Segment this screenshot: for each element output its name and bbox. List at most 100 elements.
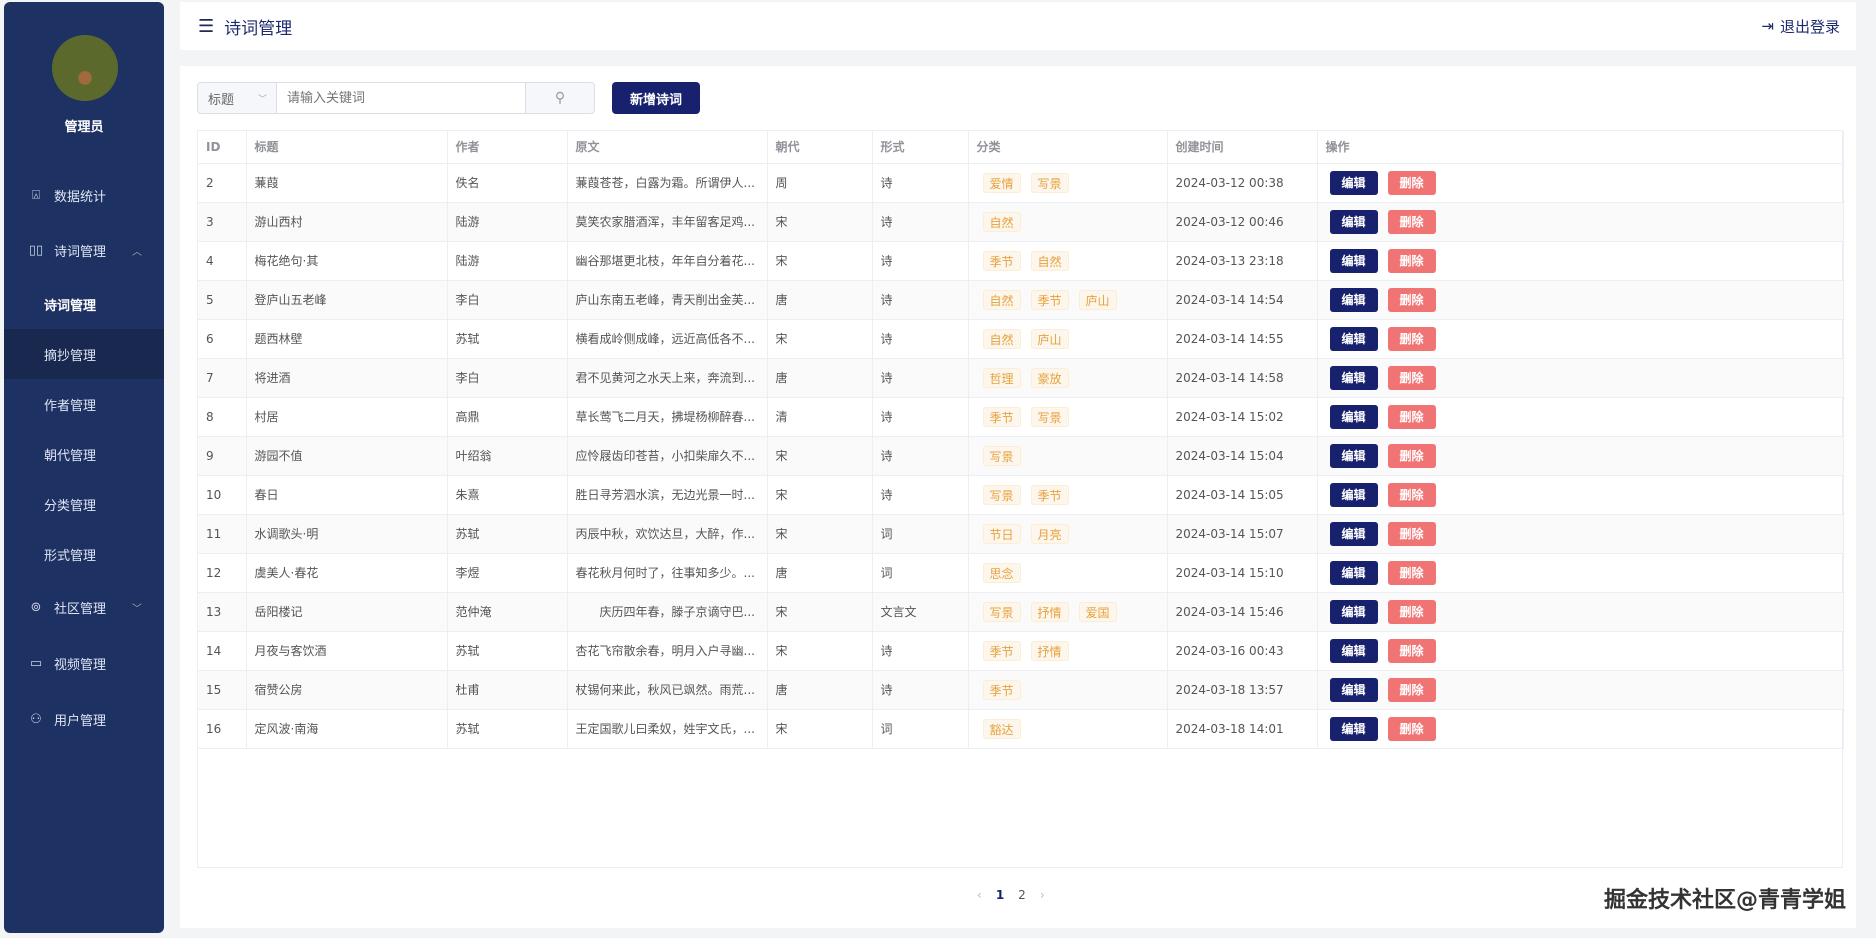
cell-id: 14 xyxy=(198,631,247,671)
edit-button[interactable]: 编辑 xyxy=(1329,482,1378,507)
search-button[interactable]: ⚲ xyxy=(525,82,595,114)
sidebar-item[interactable]: 形式管理 xyxy=(4,529,164,579)
delete-button[interactable]: 删除 xyxy=(1387,521,1436,546)
cell-actions: 编辑 删除 xyxy=(1317,436,1844,476)
next-page-icon[interactable]: › xyxy=(1039,888,1045,902)
delete-button[interactable]: 删除 xyxy=(1387,599,1436,624)
cell-text: 蒹葭苍苍，白露为霜。所谓伊人... xyxy=(567,163,768,203)
edit-button[interactable]: 编辑 xyxy=(1329,716,1378,741)
table-row: 15 宿赞公房 杜甫 杖锡何来此，秋风已飒然。雨荒... 唐诗季节 2024-03-18 … xyxy=(198,670,1844,710)
chevron-down-icon[interactable]: ﹀ xyxy=(132,603,142,615)
sidebar-item-label: 作者管理 xyxy=(44,398,97,414)
cell-author: 李煜 xyxy=(447,553,568,593)
delete-button[interactable]: 删除 xyxy=(1387,560,1436,585)
sidebar-item[interactable]: ⚇ 用户管理 xyxy=(4,694,164,744)
cell-created: 2024-03-18 14:01 xyxy=(1167,709,1318,749)
sidebar-item[interactable]: 作者管理 xyxy=(4,379,164,429)
sidebar-item[interactable]: 朝代管理 xyxy=(4,429,164,479)
cell-actions: 编辑 删除 xyxy=(1317,358,1844,398)
cell-title: 村居 xyxy=(246,397,448,437)
edit-button[interactable]: 编辑 xyxy=(1329,521,1378,546)
category-tag: 写景 xyxy=(1030,406,1069,427)
cell-title: 月夜与客饮酒 xyxy=(246,631,448,671)
column-header: 形式 xyxy=(872,131,969,164)
select-value: 标题 xyxy=(208,92,235,108)
edit-button[interactable]: 编辑 xyxy=(1329,326,1378,351)
cell-id: 4 xyxy=(198,241,247,281)
hamburger-menu-icon[interactable]: ☰ xyxy=(198,15,215,37)
header: ☰ 诗词管理 ⇥ 退出登录 xyxy=(180,2,1856,50)
sidebar-item[interactable]: 分类管理 xyxy=(4,479,164,529)
cell-dynasty: 宋 xyxy=(767,319,873,359)
cell-title: 宿赞公房 xyxy=(246,670,448,710)
sidebar-item[interactable]: 诗词管理 xyxy=(4,279,164,329)
cell-dynasty: 周 xyxy=(767,163,873,203)
edit-button[interactable]: 编辑 xyxy=(1329,248,1378,273)
page-2[interactable]: 2 xyxy=(1018,888,1026,902)
category-tag: 爱国 xyxy=(1078,601,1117,622)
delete-button[interactable]: 删除 xyxy=(1387,326,1436,351)
edit-button[interactable]: 编辑 xyxy=(1329,677,1378,702)
delete-button[interactable]: 删除 xyxy=(1387,170,1436,195)
cell-author: 李白 xyxy=(447,358,568,398)
cell-id: 12 xyxy=(198,553,247,593)
delete-button[interactable]: 删除 xyxy=(1387,443,1436,468)
delete-button[interactable]: 删除 xyxy=(1387,287,1436,312)
delete-button[interactable]: 删除 xyxy=(1387,482,1436,507)
cell-text: 杖锡何来此，秋风已飒然。雨荒... xyxy=(567,670,768,710)
delete-button[interactable]: 删除 xyxy=(1387,638,1436,663)
cell-id: 9 xyxy=(198,436,247,476)
delete-button[interactable]: 删除 xyxy=(1387,209,1436,234)
table-row: 14 月夜与客饮酒 苏轼 杏花飞帘散余春，明月入户寻幽... 宋诗季节 抒情 2024-03… xyxy=(198,631,1844,671)
table-row: 6 题西林壁 苏轼 横看成岭侧成峰，远近高低各不... 宋诗自然 庐山 2024-03-14… xyxy=(198,319,1844,359)
category-tag: 豪放 xyxy=(1030,367,1069,388)
cell-created: 2024-03-14 14:58 xyxy=(1167,358,1318,398)
sidebar-item[interactable]: ⍓ 数据统计 xyxy=(4,170,164,220)
delete-button[interactable]: 删除 xyxy=(1387,677,1436,702)
edit-button[interactable]: 编辑 xyxy=(1329,365,1378,390)
edit-button[interactable]: 编辑 xyxy=(1329,638,1378,663)
cell-form: 诗 xyxy=(872,670,969,710)
cell-dynasty: 宋 xyxy=(767,514,873,554)
chevron-up-icon[interactable]: ︿ xyxy=(132,246,142,258)
watermark: 掘金技术社区@青青学姐 xyxy=(1603,888,1846,913)
cell-text: 春花秋月何时了，往事知多少。... xyxy=(567,553,768,593)
sidebar-item-label: 视频管理 xyxy=(54,657,107,673)
column-header: 分类 xyxy=(968,131,1168,164)
add-poem-button[interactable]: 新增诗词 xyxy=(612,82,700,114)
delete-button[interactable]: 删除 xyxy=(1387,716,1436,741)
user-icon: ⚇ xyxy=(30,711,42,727)
edit-button[interactable]: 编辑 xyxy=(1329,404,1378,429)
cell-actions: 编辑 删除 xyxy=(1317,553,1844,593)
edit-button[interactable]: 编辑 xyxy=(1329,599,1378,624)
category-tag: 季节 xyxy=(1030,289,1069,310)
delete-button[interactable]: 删除 xyxy=(1387,365,1436,390)
avatar[interactable] xyxy=(52,35,118,101)
sidebar-item[interactable]: ▯▯ 诗词管理 ︿ xyxy=(4,225,164,275)
search-input[interactable] xyxy=(276,82,526,114)
edit-button[interactable]: 编辑 xyxy=(1329,560,1378,585)
page-1[interactable]: 1 xyxy=(995,888,1005,902)
delete-button[interactable]: 删除 xyxy=(1387,248,1436,273)
delete-button[interactable]: 删除 xyxy=(1387,404,1436,429)
cell-tags: 季节 抒情 xyxy=(968,631,1168,671)
cell-title: 梅花绝句·其 xyxy=(246,241,448,281)
chevron-down-icon: ﹀ xyxy=(257,94,267,105)
logout-button[interactable]: ⇥ 退出登录 xyxy=(1761,16,1840,37)
search-field-select[interactable]: 标题 ﹀ xyxy=(197,82,277,114)
edit-button[interactable]: 编辑 xyxy=(1329,443,1378,468)
cell-text: 应怜屐齿印苍苔，小扣柴扉久不... xyxy=(567,436,768,476)
edit-button[interactable]: 编辑 xyxy=(1329,209,1378,234)
table-row: 13 岳阳楼记 范仲淹 庆历四年春，滕子京谪守巴... 宋文言文 写景 抒情 爱国 2024-… xyxy=(198,592,1844,632)
sidebar-item[interactable]: ⊚ 社区管理 ﹀ xyxy=(4,582,164,632)
cell-title: 登庐山五老峰 xyxy=(246,280,448,320)
sidebar-item[interactable]: ▭ 视频管理 xyxy=(4,638,164,688)
sidebar-item-label: 社区管理 xyxy=(54,601,107,617)
sidebar-item[interactable]: 摘抄管理 xyxy=(4,329,164,379)
edit-button[interactable]: 编辑 xyxy=(1329,170,1378,195)
edit-button[interactable]: 编辑 xyxy=(1329,287,1378,312)
cell-text: 横看成岭侧成峰，远近高低各不... xyxy=(567,319,768,359)
cell-tags: 思念 xyxy=(968,553,1168,593)
prev-page-icon[interactable]: ‹ xyxy=(977,888,982,902)
table-row: 5 登庐山五老峰 李白 庐山东南五老峰，青天削出金芙... 唐诗自然 季节 庐山 2024-0… xyxy=(198,280,1844,320)
